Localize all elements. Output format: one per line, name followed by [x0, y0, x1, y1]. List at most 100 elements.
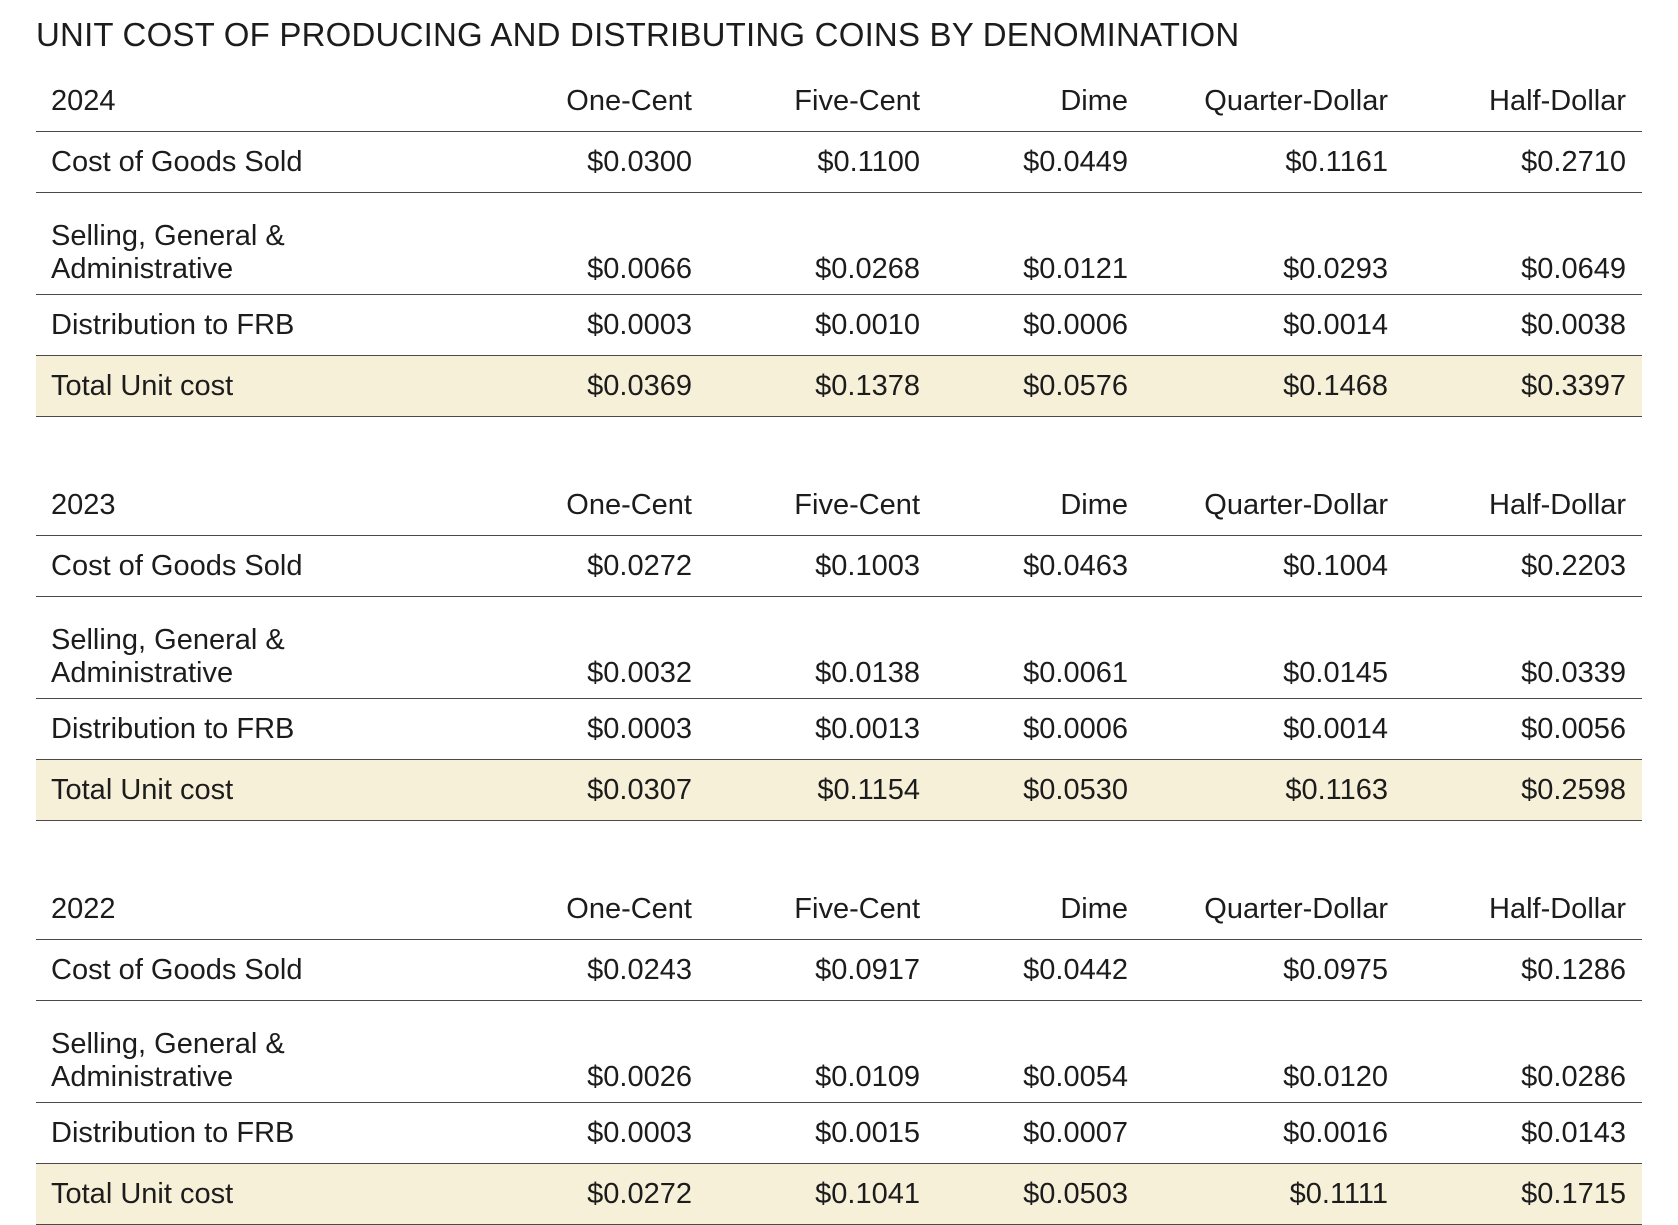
table-header-row: 2022 One-Cent Five-Cent Dime Quarter-Dollar H… — [36, 873, 1642, 940]
year-label: 2024 — [36, 65, 556, 132]
row-label: Total Unit cost — [36, 759, 556, 821]
row-label: Cost of Goods Sold — [36, 535, 556, 597]
document-page: UNIT COST OF PRODUCING AND DISTRIBUTING … — [36, 0, 1642, 1225]
column-header: Quarter-Dollar — [1144, 873, 1404, 940]
table-spacer — [36, 417, 1642, 469]
cell-value: $0.0014 — [1144, 294, 1404, 356]
row-label: Distribution to FRB — [36, 1102, 556, 1164]
cell-value: $0.0003 — [556, 294, 708, 356]
cell-value: $0.2598 — [1404, 759, 1642, 821]
cell-value: $0.1468 — [1144, 355, 1404, 417]
table-row: Selling, General & Administrative $0.0066 $… — [36, 192, 1642, 295]
cell-value: $0.0307 — [556, 759, 708, 821]
year-label: 2022 — [36, 873, 556, 940]
column-header: Half-Dollar — [1404, 469, 1642, 536]
cell-value: $0.0120 — [1144, 1000, 1404, 1103]
cell-value: $0.0503 — [936, 1163, 1144, 1225]
cell-value: $0.3397 — [1404, 355, 1642, 417]
table-row: Cost of Goods Sold $0.0300 $0.1100 $0.0449 $… — [36, 131, 1642, 193]
cell-value: $0.2710 — [1404, 131, 1642, 193]
table-header-row: 2023 One-Cent Five-Cent Dime Quarter-Dollar H… — [36, 469, 1642, 536]
cost-tables: 2024 One-Cent Five-Cent Dime Quarter-Dollar H… — [36, 65, 1642, 1225]
row-label: Distribution to FRB — [36, 294, 556, 356]
cell-value: $0.1715 — [1404, 1163, 1642, 1225]
cell-value: $0.0145 — [1144, 596, 1404, 699]
cell-value: $0.0121 — [936, 192, 1144, 295]
row-label-line: Selling, General & — [51, 220, 285, 252]
cost-table-2022: 2022 One-Cent Five-Cent Dime Quarter-Dollar H… — [36, 873, 1642, 1225]
cell-value: $0.1154 — [708, 759, 936, 821]
column-header: Dime — [936, 65, 1144, 132]
row-label-line: Administrative — [51, 657, 234, 689]
column-header: Quarter-Dollar — [1144, 65, 1404, 132]
cell-value: $0.0442 — [936, 939, 1144, 1001]
column-header: One-Cent — [556, 469, 708, 536]
cell-value: $0.0010 — [708, 294, 936, 356]
total-row: Total Unit cost $0.0272 $0.1041 $0.0503 $0.1… — [36, 1163, 1642, 1225]
table-row: Selling, General & Administrative $0.0032 $… — [36, 596, 1642, 699]
column-header: Dime — [936, 873, 1144, 940]
cell-value: $0.0369 — [556, 355, 708, 417]
cell-value: $0.0038 — [1404, 294, 1642, 356]
cell-value: $0.0272 — [556, 1163, 708, 1225]
cell-value: $0.1378 — [708, 355, 936, 417]
table-spacer — [36, 821, 1642, 873]
cell-value: $0.0449 — [936, 131, 1144, 193]
cell-value: $0.0917 — [708, 939, 936, 1001]
cell-value: $0.0013 — [708, 698, 936, 760]
row-label-line: Selling, General & — [51, 624, 285, 656]
cell-value: $0.0300 — [556, 131, 708, 193]
cell-value: $0.0016 — [1144, 1102, 1404, 1164]
cell-value: $0.0286 — [1404, 1000, 1642, 1103]
cell-value: $0.1163 — [1144, 759, 1404, 821]
cell-value: $0.0003 — [556, 1102, 708, 1164]
cell-value: $0.0463 — [936, 535, 1144, 597]
column-header: Five-Cent — [708, 65, 936, 132]
cost-table-2024: 2024 One-Cent Five-Cent Dime Quarter-Dollar H… — [36, 65, 1642, 417]
column-header: Dime — [936, 469, 1144, 536]
table-header-row: 2024 One-Cent Five-Cent Dime Quarter-Dollar H… — [36, 65, 1642, 132]
cell-value: $0.0143 — [1404, 1102, 1642, 1164]
cell-value: $0.0975 — [1144, 939, 1404, 1001]
column-header: One-Cent — [556, 873, 708, 940]
cell-value: $0.1286 — [1404, 939, 1642, 1001]
cell-value: $0.0014 — [1144, 698, 1404, 760]
cell-value: $0.0066 — [556, 192, 708, 295]
cell-value: $0.0293 — [1144, 192, 1404, 295]
cell-value: $0.0056 — [1404, 698, 1642, 760]
row-label-line: Selling, General & — [51, 1028, 285, 1060]
cell-value: $0.0339 — [1404, 596, 1642, 699]
table-row: Cost of Goods Sold $0.0243 $0.0917 $0.0442 $… — [36, 939, 1642, 1001]
total-row: Total Unit cost $0.0369 $0.1378 $0.0576 $0.1… — [36, 355, 1642, 417]
table-row: Cost of Goods Sold $0.0272 $0.1003 $0.0463 $… — [36, 535, 1642, 597]
cell-value: $0.0530 — [936, 759, 1144, 821]
document-title: UNIT COST OF PRODUCING AND DISTRIBUTING … — [36, 16, 1240, 53]
cell-value: $0.2203 — [1404, 535, 1642, 597]
cell-value: $0.0061 — [936, 596, 1144, 699]
table-row: Distribution to FRB $0.0003 $0.0015 $0.0007… — [36, 1102, 1642, 1164]
cell-value: $0.0006 — [936, 294, 1144, 356]
cell-value: $0.0272 — [556, 535, 708, 597]
cell-value: $0.1100 — [708, 131, 936, 193]
cost-table-2023: 2023 One-Cent Five-Cent Dime Quarter-Dollar H… — [36, 469, 1642, 821]
row-label: Selling, General & Administrative — [36, 596, 556, 699]
column-header: Five-Cent — [708, 873, 936, 940]
cell-value: $0.0243 — [556, 939, 708, 1001]
row-label: Total Unit cost — [36, 1163, 556, 1225]
row-label-line: Administrative — [51, 1061, 234, 1093]
cell-value: $0.1041 — [708, 1163, 936, 1225]
total-row: Total Unit cost $0.0307 $0.1154 $0.0530 $0.1… — [36, 759, 1642, 821]
cell-value: $0.1161 — [1144, 131, 1404, 193]
table-row: Selling, General & Administrative $0.0026 $… — [36, 1000, 1642, 1103]
cell-value: $0.0026 — [556, 1000, 708, 1103]
row-label: Cost of Goods Sold — [36, 131, 556, 193]
row-label: Selling, General & Administrative — [36, 192, 556, 295]
cell-value: $0.1004 — [1144, 535, 1404, 597]
column-header: Half-Dollar — [1404, 873, 1642, 940]
cell-value: $0.0007 — [936, 1102, 1144, 1164]
column-header: One-Cent — [556, 65, 708, 132]
table-row: Distribution to FRB $0.0003 $0.0010 $0.0006… — [36, 294, 1642, 356]
column-header: Five-Cent — [708, 469, 936, 536]
row-label: Selling, General & Administrative — [36, 1000, 556, 1103]
table-row: Distribution to FRB $0.0003 $0.0013 $0.0006… — [36, 698, 1642, 760]
